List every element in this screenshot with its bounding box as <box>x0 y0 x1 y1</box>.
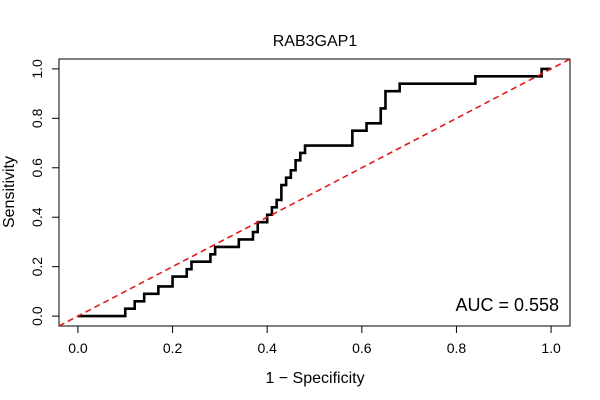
y-tick-label: 1.0 <box>29 59 45 79</box>
x-tick-label: 0.4 <box>257 340 277 356</box>
y-tick-label: 0.2 <box>29 257 45 277</box>
y-tick-label: 0.0 <box>29 306 45 326</box>
x-axis-label: 1 − Specificity <box>265 370 364 387</box>
y-tick-label: 0.8 <box>29 108 45 128</box>
y-axis-label: Sensitivity <box>1 156 18 228</box>
x-tick-label: 0.8 <box>447 340 467 356</box>
y-tick-label: 0.4 <box>29 207 45 227</box>
x-tick-label: 0.6 <box>352 340 372 356</box>
y-axis: 0.0 0.2 0.4 0.6 0.8 1.0 <box>29 59 60 326</box>
reference-diagonal-line <box>59 59 570 326</box>
series-layer <box>59 59 570 326</box>
y-tick-label: 0.6 <box>29 158 45 178</box>
chart-title: RAB3GAP1 <box>273 33 358 50</box>
x-tick-label: 1.0 <box>541 340 561 356</box>
roc-curve-line <box>77 67 552 318</box>
x-tick-label: 0.0 <box>68 340 88 356</box>
auc-annotation: AUC = 0.558 <box>455 295 559 315</box>
x-tick-label: 0.2 <box>163 340 183 356</box>
x-axis: 0.0 0.2 0.4 0.6 0.8 1.0 <box>68 325 561 356</box>
